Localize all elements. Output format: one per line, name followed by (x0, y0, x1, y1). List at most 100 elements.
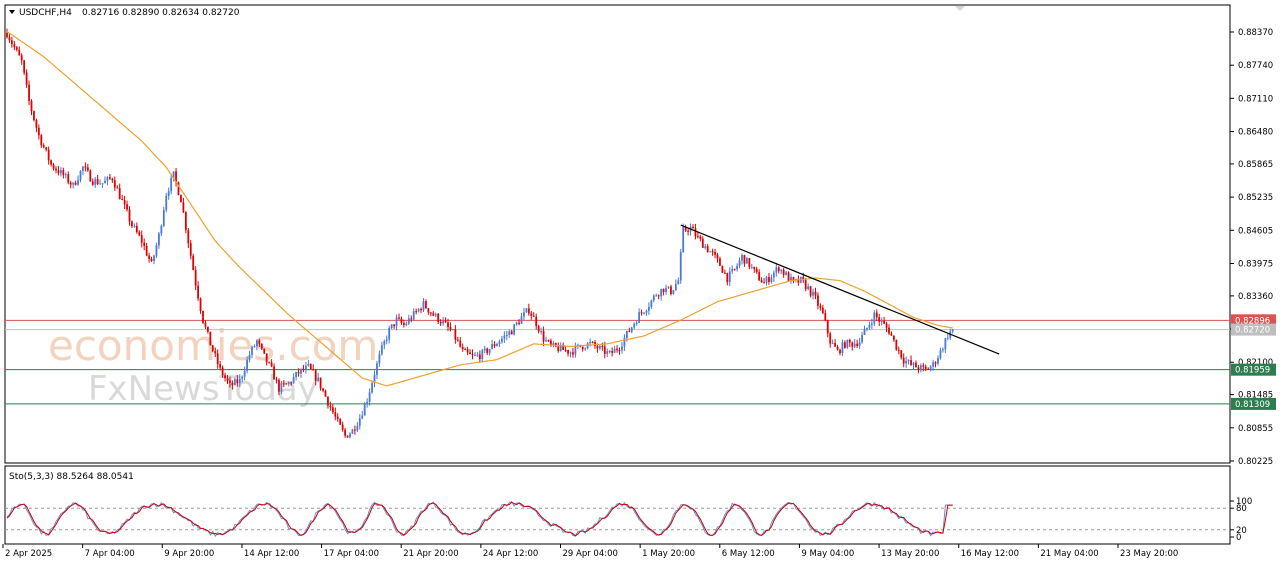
bear-candle (143, 242, 146, 246)
shift-marker-icon[interactable] (955, 6, 965, 11)
bear-candle (84, 166, 87, 168)
bull-candle (861, 335, 863, 343)
bull-candle (525, 308, 528, 313)
bear-candle (821, 307, 824, 314)
bear-candle (309, 364, 312, 369)
bull-candle (873, 312, 876, 324)
bull-candle (64, 174, 67, 176)
collapse-triangle-icon[interactable] (9, 10, 15, 14)
bear-candle (91, 181, 94, 185)
bull-candle (481, 350, 484, 360)
bull-candle (738, 260, 741, 266)
bear-candle (572, 352, 574, 355)
bear-candle (297, 371, 300, 374)
bear-candle (836, 346, 839, 350)
bull-candle (356, 425, 359, 431)
bear-candle (334, 412, 337, 417)
bull-candle (638, 312, 640, 323)
bear-candle (763, 282, 765, 284)
bear-candle (456, 339, 459, 341)
bear-candle (684, 226, 687, 231)
bull-candle (248, 354, 251, 360)
price-tick-label: 0.82100 (1238, 358, 1273, 368)
time-tick-label: 1 May 20:00 (642, 549, 695, 559)
bull-candle (674, 284, 677, 291)
bear-candle (542, 330, 545, 342)
bear-candle (478, 354, 481, 360)
bull-candle (371, 383, 373, 393)
bull-candle (395, 317, 398, 327)
bull-candle (300, 368, 302, 374)
bull-candle (944, 338, 947, 350)
bear-candle (216, 353, 219, 365)
bull-candle (253, 346, 256, 348)
price-label: 0.82896 (1235, 316, 1270, 326)
bear-candle (8, 37, 11, 41)
bull-candle (496, 344, 498, 347)
bull-candle (160, 225, 163, 234)
bull-candle (498, 341, 501, 345)
candles (6, 28, 954, 439)
bull-candle (770, 277, 773, 282)
bull-candle (476, 354, 479, 356)
bear-candle (135, 225, 138, 233)
bull-candle (417, 308, 420, 312)
bull-candle (667, 286, 670, 288)
bear-candle (900, 350, 903, 358)
bull-candle (623, 338, 626, 347)
price-tick-label: 0.86480 (1238, 128, 1273, 138)
bull-candle (162, 210, 165, 226)
bear-candle (459, 340, 462, 347)
bear-candle (341, 424, 344, 430)
bear-candle (140, 235, 143, 243)
bear-candle (187, 230, 190, 244)
bull-candle (946, 337, 949, 339)
bear-candle (30, 100, 33, 112)
bear-candle (265, 353, 268, 363)
bear-candle (18, 49, 21, 56)
bear-candle (314, 370, 317, 381)
bear-candle (221, 367, 224, 376)
price-tick-label: 0.84605 (1238, 226, 1273, 236)
bull-candle (505, 334, 508, 336)
bull-candle (373, 374, 376, 384)
bear-candle (917, 367, 920, 370)
watermark-line2: FxNewsToday (88, 369, 318, 409)
stochastic-tick-label: 0 (1236, 533, 1241, 543)
bear-candle (819, 305, 822, 308)
bear-candle (657, 295, 660, 297)
bull-candle (574, 345, 577, 355)
bull-candle (589, 341, 591, 344)
bear-candle (824, 313, 827, 321)
bear-candle (429, 312, 432, 314)
bull-candle (929, 366, 932, 370)
bear-candle (329, 405, 332, 408)
price-tick-label: 0.83975 (1238, 259, 1273, 269)
bull-candle (652, 295, 655, 301)
bear-candle (701, 238, 704, 248)
bear-candle (550, 340, 552, 345)
bear-candle (834, 342, 836, 347)
bull-candle (452, 329, 454, 331)
bear-candle (670, 286, 672, 294)
bear-candle (716, 254, 719, 259)
bull-candle (243, 370, 246, 377)
price-tick-label: 0.87110 (1238, 94, 1273, 104)
bull-candle (650, 300, 653, 307)
bear-candle (6, 33, 8, 38)
bull-candle (405, 323, 408, 326)
bear-candle (52, 164, 55, 169)
price-label: 0.81309 (1235, 400, 1270, 410)
bull-candle (72, 182, 75, 185)
descending-trendline[interactable] (680, 224, 1000, 355)
bear-candle (493, 344, 496, 347)
bear-candle (719, 258, 721, 266)
bull-candle (349, 433, 351, 438)
price-label: 0.82720 (1235, 326, 1270, 336)
bull-candle (677, 280, 680, 285)
time-tick-label: 7 Apr 04:00 (85, 549, 135, 559)
bear-candle (207, 326, 209, 332)
bear-candle (461, 346, 464, 350)
bull-candle (167, 191, 170, 196)
bear-candle (934, 362, 937, 364)
